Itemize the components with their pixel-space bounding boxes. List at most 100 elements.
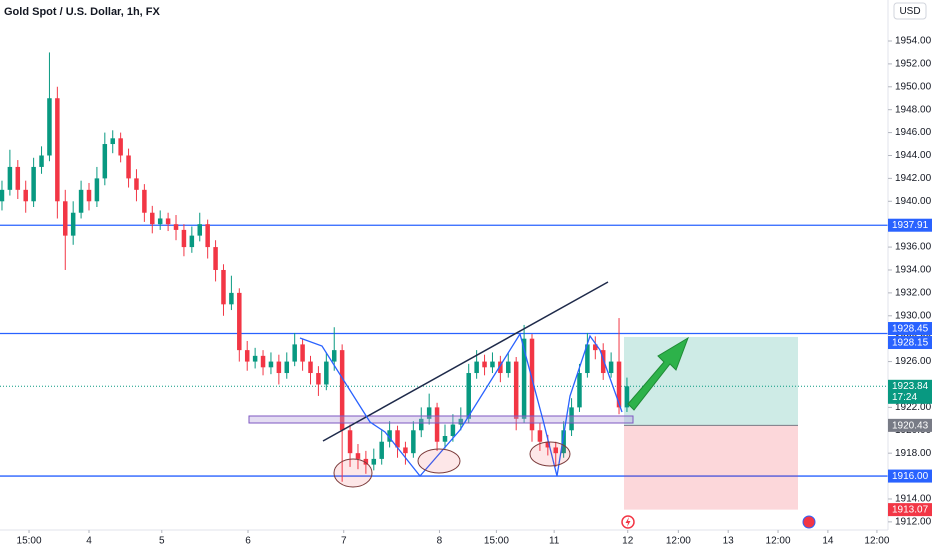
- candle-body: [450, 424, 456, 436]
- candle-body: [513, 361, 519, 419]
- candle-body: [537, 430, 543, 442]
- y-tick-label: 1930.00: [895, 310, 932, 321]
- candle-body: [78, 189, 84, 213]
- candle-body: [600, 350, 606, 374]
- candle-body: [506, 361, 511, 374]
- candle-body: [331, 350, 337, 362]
- candle-body: [86, 189, 92, 202]
- y-tick-label: 1918.00: [895, 448, 932, 459]
- currency-button[interactable]: [893, 2, 927, 20]
- candle-body: [134, 178, 139, 190]
- candle-body: [324, 361, 329, 385]
- candle-body: [482, 361, 487, 368]
- x-tick-label: 4: [86, 536, 92, 547]
- candle-body: [94, 178, 100, 202]
- price-tag-label: 1928.15: [892, 337, 929, 348]
- candle-body: [316, 373, 321, 385]
- candle-body: [260, 355, 266, 368]
- candle-body: [0, 189, 5, 202]
- price-tag-label: 1913.07: [892, 505, 929, 516]
- candle-body: [545, 441, 551, 448]
- x-tick-label: 12:00: [666, 536, 691, 547]
- candle-body: [569, 407, 574, 431]
- countdown-label: 17:24: [892, 392, 917, 403]
- price-tag: [888, 336, 932, 350]
- candle-body: [213, 247, 218, 270]
- y-tick-label: 1940.00: [895, 196, 932, 207]
- candle-body: [355, 453, 361, 459]
- candle-body: [561, 430, 566, 454]
- price-tag: [888, 322, 932, 336]
- y-tick-label: 1934.00: [895, 265, 932, 276]
- candle-body: [395, 430, 400, 448]
- candle-body: [126, 155, 131, 179]
- ellipse: [333, 458, 373, 488]
- candle-body: [23, 189, 28, 202]
- candle-body: [284, 361, 290, 374]
- x-tick-label: 6: [245, 536, 251, 547]
- price-tag: [888, 379, 932, 404]
- plot-area: [0, 52, 888, 510]
- candle-body: [474, 361, 479, 374]
- target-arrow: [627, 336, 689, 411]
- candle-body: [205, 224, 210, 248]
- candle-body: [593, 344, 598, 351]
- y-tick-label: 1952.00: [895, 59, 932, 70]
- price-tag-label: 1937.91: [892, 220, 929, 231]
- candle-body: [490, 361, 495, 368]
- x-tick-label: 11: [549, 536, 560, 547]
- candle-body: [142, 189, 147, 213]
- price-tag-label: 1916.00: [892, 471, 929, 482]
- candle-body: [102, 144, 108, 179]
- candle-body: [165, 218, 171, 225]
- candle-body: [426, 407, 432, 419]
- candle-body: [252, 355, 258, 362]
- candle-body: [347, 430, 353, 454]
- x-tick-label: 15:00: [484, 536, 509, 547]
- price-tag: [888, 503, 932, 517]
- x-tick-label: 8: [437, 536, 443, 547]
- y-tick-label: 1926.00: [895, 356, 932, 367]
- x-tick-label: 12:00: [864, 536, 889, 547]
- candle-body: [244, 350, 250, 362]
- y-tick-label: 1950.00: [895, 81, 932, 92]
- candle-body: [529, 338, 535, 431]
- y-tick-label: 1946.00: [895, 127, 932, 138]
- candle-body: [150, 212, 155, 225]
- candle-body: [379, 441, 384, 459]
- candle-body: [608, 361, 614, 374]
- candle-body: [237, 292, 242, 351]
- x-tick-label: 14: [822, 536, 834, 547]
- flag-icon[interactable]: [802, 515, 816, 529]
- candle-body: [268, 361, 274, 368]
- candle-body: [157, 218, 163, 225]
- candle-body: [553, 447, 558, 454]
- candle-body: [189, 235, 195, 248]
- candle-body: [7, 166, 13, 190]
- candle-body: [363, 458, 369, 465]
- zigzag: [299, 332, 623, 478]
- candle-body: [276, 361, 282, 374]
- candle-body: [63, 201, 68, 236]
- candle-body: [411, 430, 416, 454]
- candle-body: [458, 418, 464, 425]
- candle-body: [15, 166, 21, 190]
- candle-body: [55, 98, 60, 202]
- x-tick-label: 7: [341, 536, 347, 547]
- candle-body: [197, 224, 203, 236]
- candle-body: [585, 344, 590, 374]
- candle-body: [110, 138, 115, 145]
- candle-body: [70, 212, 76, 236]
- candle-body: [466, 373, 471, 419]
- candle-body: [118, 138, 123, 156]
- candle-body: [39, 155, 44, 167]
- candle-body: [434, 407, 440, 442]
- ellipse: [529, 441, 571, 467]
- y-tick-label: 1948.00: [895, 104, 932, 115]
- drawings: [248, 281, 689, 488]
- event-icon: [625, 517, 631, 527]
- currency-label[interactable]: USD: [899, 6, 920, 17]
- candle-body: [308, 361, 313, 374]
